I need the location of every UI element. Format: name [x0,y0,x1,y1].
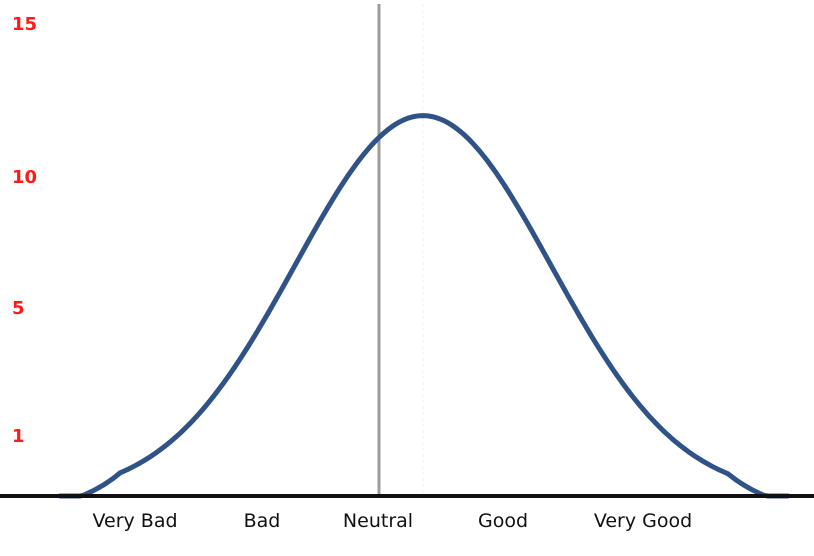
x-tick-label-very-bad: Very Bad [92,510,178,532]
y-tick-label-1: 1 [12,426,25,447]
y-tick-label-15: 15 [12,14,38,35]
x-tick-label-bad: Bad [243,510,281,532]
y-tick-label-5: 5 [12,298,25,319]
x-tick-label-very-good: Very Good [593,510,693,532]
y-tick-label-10: 10 [12,167,38,188]
x-tick-label-neutral: Neutral [342,510,414,532]
distribution-curve [57,113,791,499]
x-tick-label-good: Good [477,510,529,532]
